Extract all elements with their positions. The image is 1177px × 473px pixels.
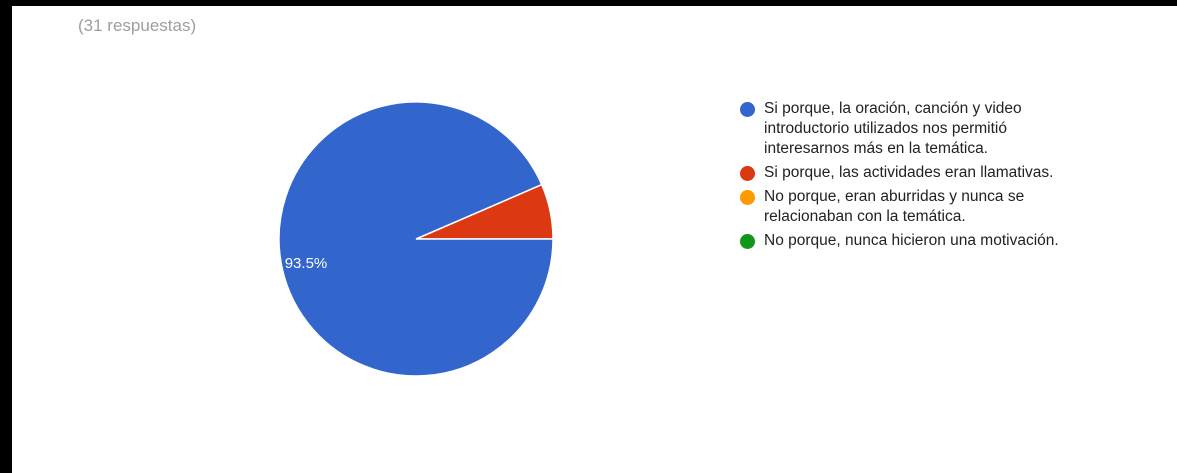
legend-label-1: Si porque, las actividades eran llamativ… [764, 164, 1054, 181]
legend-item-2[interactable]: No porque, eran aburridas y nunca se rel… [740, 187, 1100, 227]
legend-item-1[interactable]: Si porque, las actividades eran llamativ… [740, 163, 1100, 183]
pie-slice-label-0: 93.5% [285, 255, 328, 272]
pie-slice-0[interactable] [278, 101, 554, 377]
legend-label-2: No porque, eran aburridas y nunca se rel… [764, 188, 1025, 225]
legend-label-0: Si porque, la oración, canción y video i… [764, 100, 1022, 157]
legend-item-0[interactable]: Si porque, la oración, canción y video i… [740, 99, 1100, 159]
legend-item-3[interactable]: No porque, nunca hicieron una motivación… [740, 231, 1100, 251]
pie-chart: 93.5% [278, 101, 554, 377]
legend-swatch-2 [740, 190, 755, 205]
legend-swatch-1 [740, 166, 755, 181]
legend-label-3: No porque, nunca hicieron una motivación… [764, 232, 1059, 249]
legend-swatch-0 [740, 102, 755, 117]
response-count: (31 respuestas) [78, 16, 197, 35]
chart-panel: (31 respuestas) 93.5% Si porque, la orac… [12, 6, 1177, 473]
legend: Si porque, la oración, canción y video i… [740, 99, 1100, 255]
legend-swatch-3 [740, 234, 755, 249]
